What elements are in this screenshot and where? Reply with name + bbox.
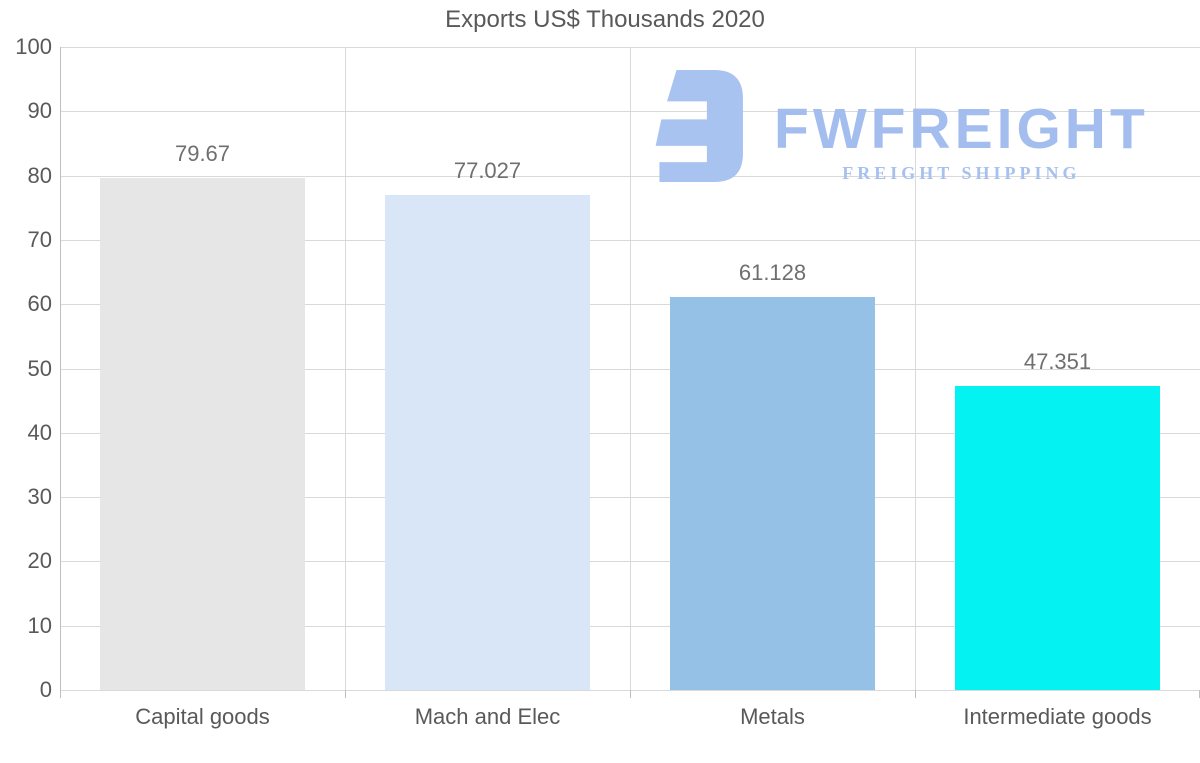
bar: [100, 177, 305, 690]
bar-value-label: 47.351: [1023, 348, 1092, 374]
y-axis-tick-label: 90: [27, 98, 52, 124]
brand-tagline: FREIGHT SHIPPING: [842, 163, 1081, 183]
y-axis-tick-label: 30: [27, 484, 52, 510]
bar-value-label: 61.128: [738, 259, 807, 285]
bar-value-label: 79.67: [174, 140, 231, 166]
y-axis-tick-label: 20: [27, 548, 52, 574]
x-axis-category-label: Intermediate goods: [963, 704, 1152, 729]
fwfreight-logo-text: FWFREIGHT FREIGHT SHIPPING: [774, 101, 1149, 184]
x-axis-category-label: Metals: [740, 704, 805, 729]
gridline-vertical: [630, 47, 631, 690]
y-axis-tick-label: 0: [39, 677, 52, 702]
x-axis-category-label: Mach and Elec: [414, 704, 561, 729]
brand-name: FWFREIGHT: [774, 97, 1149, 161]
gridline-vertical: [345, 47, 346, 690]
y-axis-line: [60, 47, 61, 698]
y-axis-tick-label: 40: [27, 419, 52, 445]
y-axis-tick-label: 80: [27, 162, 52, 188]
y-axis-tick-label: 70: [27, 226, 52, 252]
y-axis-tick-label: 60: [27, 291, 52, 317]
x-axis-category-label: Capital goods: [135, 704, 270, 729]
fwfreight-logo-icon: [655, 70, 743, 182]
y-axis-tick-label: 50: [27, 355, 52, 381]
bar: [670, 296, 875, 690]
y-axis-tick-label: 100: [15, 34, 52, 59]
y-axis-tick-label: 10: [27, 612, 52, 638]
gridline-vertical: [915, 47, 916, 690]
axis-tick: [915, 690, 916, 698]
chart-title: Exports US$ Thousands 2020: [445, 6, 765, 33]
axis-tick: [630, 690, 631, 698]
bar: [955, 385, 1160, 690]
bar: [385, 194, 590, 690]
bar-value-label: 77.027: [453, 157, 522, 183]
plot-area: 79.67 77.027 61.128 47.351: [60, 47, 1200, 698]
fwfreight-watermark: FWFREIGHT FREIGHT SHIPPING: [646, 70, 1149, 184]
axis-tick: [345, 690, 346, 698]
